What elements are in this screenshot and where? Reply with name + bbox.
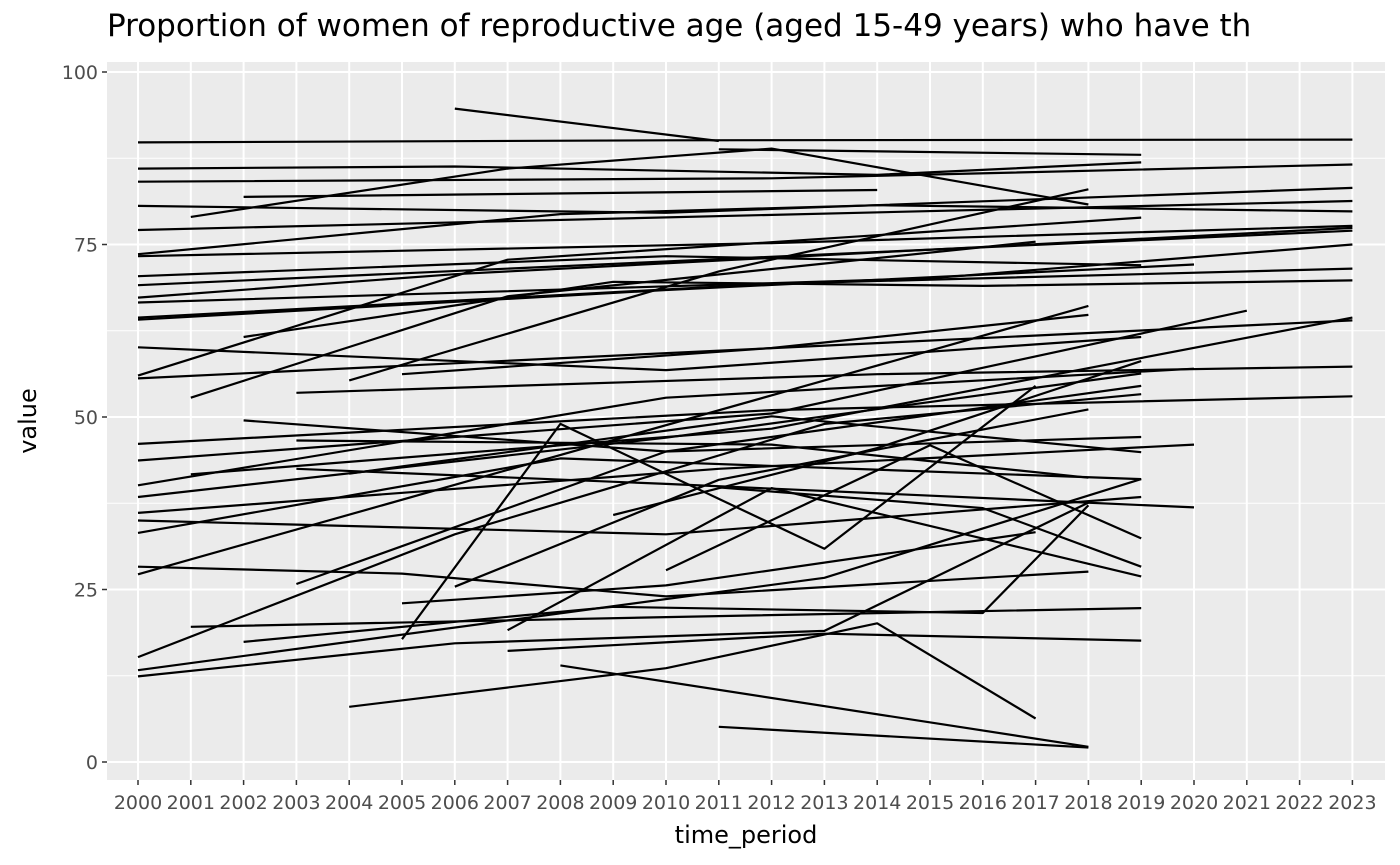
series-lines <box>137 107 1353 749</box>
series-line <box>137 138 1353 144</box>
x-tick-label: 2009 <box>589 792 637 814</box>
series-line <box>401 313 1089 376</box>
series-line <box>718 148 1142 156</box>
series-line <box>137 309 1248 462</box>
x-tick-label: 2022 <box>1275 792 1323 814</box>
y-axis-title: value <box>14 388 42 454</box>
x-tick-label: 2001 <box>167 792 215 814</box>
series-line <box>137 478 1142 672</box>
series-line <box>349 415 1142 475</box>
x-tick-label: 2003 <box>272 792 320 814</box>
series-line <box>401 531 1036 605</box>
x-tick-label: 2021 <box>1223 792 1271 814</box>
series-line <box>137 204 1353 256</box>
series-line <box>665 444 1142 572</box>
x-tick-label: 2018 <box>1064 792 1112 814</box>
chart-title: Proportion of women of reproductive age … <box>107 8 1252 44</box>
series-line <box>137 335 1142 372</box>
series-line <box>296 439 1089 479</box>
x-tick-label: 2019 <box>1117 792 1165 814</box>
x-tick-label: 2010 <box>642 792 690 814</box>
series-line <box>349 622 1037 720</box>
series-line <box>137 163 1353 183</box>
y-axis: 0 25 50 75 100 <box>62 62 107 774</box>
series-line <box>718 486 1142 568</box>
x-tick-label: 2011 <box>695 792 743 814</box>
x-tick-label: 2006 <box>431 792 479 814</box>
series-line <box>137 501 1089 678</box>
x-tick-label: 2000 <box>114 792 162 814</box>
x-axis: 2000 2001 2002 2003 2004 2005 2006 2007 2008 2009… <box>114 780 1377 814</box>
series-line <box>137 255 1142 278</box>
series-line <box>190 147 1089 218</box>
x-tick-label: 2002 <box>219 792 267 814</box>
series-line <box>190 607 1142 628</box>
series-line <box>612 360 1142 517</box>
series-line <box>137 229 1353 287</box>
series-line <box>137 565 1089 598</box>
series-line <box>137 186 1353 214</box>
y-tick-label: 25 <box>74 580 98 602</box>
series-line <box>190 240 1036 399</box>
series-line <box>137 226 1353 299</box>
x-tick-label: 2017 <box>1011 792 1059 814</box>
x-tick-label: 2007 <box>483 792 531 814</box>
x-tick-label: 2004 <box>325 792 373 814</box>
x-tick-label: 2016 <box>959 792 1007 814</box>
series-line <box>137 395 1353 445</box>
series-line <box>137 457 1142 534</box>
x-tick-label: 2005 <box>378 792 426 814</box>
x-tick-label: 2008 <box>536 792 584 814</box>
x-tick-label: 2023 <box>1328 792 1376 814</box>
series-line <box>243 279 1353 339</box>
series-line <box>401 385 1037 640</box>
series-line <box>137 367 1195 487</box>
y-tick-label: 100 <box>62 62 98 84</box>
series-line <box>243 504 1090 643</box>
series-line <box>243 188 878 198</box>
series-line <box>560 664 1089 748</box>
x-tick-label: 2020 <box>1170 792 1218 814</box>
series-line <box>137 393 1142 659</box>
series-line <box>296 467 1195 509</box>
series-line <box>348 188 1089 382</box>
series-line <box>137 199 1353 232</box>
series-line <box>190 316 1353 476</box>
x-tick-label: 2014 <box>853 792 901 814</box>
series-line <box>137 216 1142 377</box>
x-tick-label: 2015 <box>906 792 954 814</box>
y-tick-label: 50 <box>74 407 98 429</box>
y-tick-label: 75 <box>74 235 98 257</box>
x-axis-title: time_period <box>675 821 818 849</box>
series-line <box>454 408 1089 588</box>
y-tick-label: 0 <box>86 752 98 774</box>
series-line <box>507 487 1142 632</box>
x-tick-label: 2013 <box>800 792 848 814</box>
series-line <box>137 304 1089 576</box>
series-line <box>718 725 1089 749</box>
series-line <box>454 107 719 143</box>
minor-gridlines <box>107 157 1385 677</box>
series-line <box>137 161 1142 176</box>
series-line <box>296 384 1142 586</box>
x-tick-label: 2012 <box>747 792 795 814</box>
